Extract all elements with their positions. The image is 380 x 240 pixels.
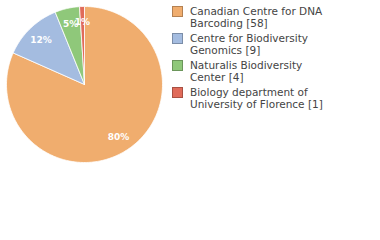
svg-text:80%: 80%: [108, 132, 130, 142]
svg-text:5%: 5%: [63, 18, 79, 29]
svg-text:12%: 12%: [30, 35, 52, 45]
html-text:Centre for Biodiversity Genomi: Centre for Biodiversity Genomics [9]: [190, 32, 309, 56]
html-text:Biology department of Universi: Biology department of University of Flor…: [190, 86, 323, 110]
html-text:Naturalis Biodiversity Center: Naturalis Biodiversity Center [4]: [190, 59, 303, 83]
html-text:Canadian Centre for DNA Barcod: Canadian Centre for DNA Barcoding [58]: [190, 5, 323, 29]
svg-text:1%: 1%: [75, 17, 90, 27]
